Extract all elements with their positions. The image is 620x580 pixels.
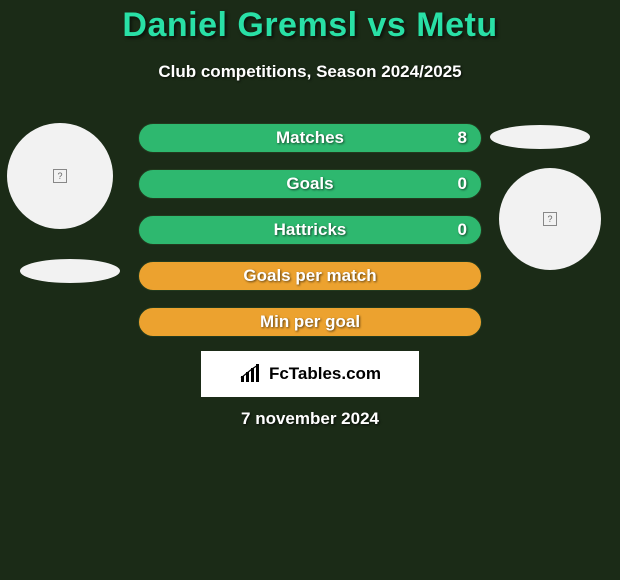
player-left-avatar: ? bbox=[7, 123, 113, 229]
player-left-shadow bbox=[20, 259, 120, 283]
stat-label: Goals bbox=[286, 174, 333, 194]
stat-label: Goals per match bbox=[243, 266, 376, 286]
stat-value: 8 bbox=[458, 128, 467, 148]
stat-row: Hattricks 0 bbox=[138, 215, 482, 245]
bar-chart-icon bbox=[239, 364, 263, 384]
date-text: 7 november 2024 bbox=[0, 409, 620, 429]
stat-value: 0 bbox=[458, 174, 467, 194]
player-right-avatar: ? bbox=[499, 168, 601, 270]
stat-label: Matches bbox=[276, 128, 344, 148]
brand-text: FcTables.com bbox=[269, 364, 381, 384]
stat-row: Goals 0 bbox=[138, 169, 482, 199]
image-placeholder-icon: ? bbox=[543, 212, 557, 226]
stat-label: Hattricks bbox=[274, 220, 347, 240]
stat-row: Goals per match bbox=[138, 261, 482, 291]
title-vs: vs bbox=[358, 6, 417, 44]
brand-box: FcTables.com bbox=[201, 351, 419, 397]
player-right-shadow bbox=[490, 125, 590, 149]
stat-value: 0 bbox=[458, 220, 467, 240]
stat-row: Matches 8 bbox=[138, 123, 482, 153]
subtitle: Club competitions, Season 2024/2025 bbox=[0, 62, 620, 82]
stat-label: Min per goal bbox=[260, 312, 360, 332]
stat-row: Min per goal bbox=[138, 307, 482, 337]
title-player1: Daniel Gremsl bbox=[122, 6, 357, 44]
image-placeholder-icon: ? bbox=[53, 169, 67, 183]
title-player2: Metu bbox=[416, 6, 497, 44]
page-title: Daniel Gremsl vs Metu bbox=[0, 6, 620, 45]
